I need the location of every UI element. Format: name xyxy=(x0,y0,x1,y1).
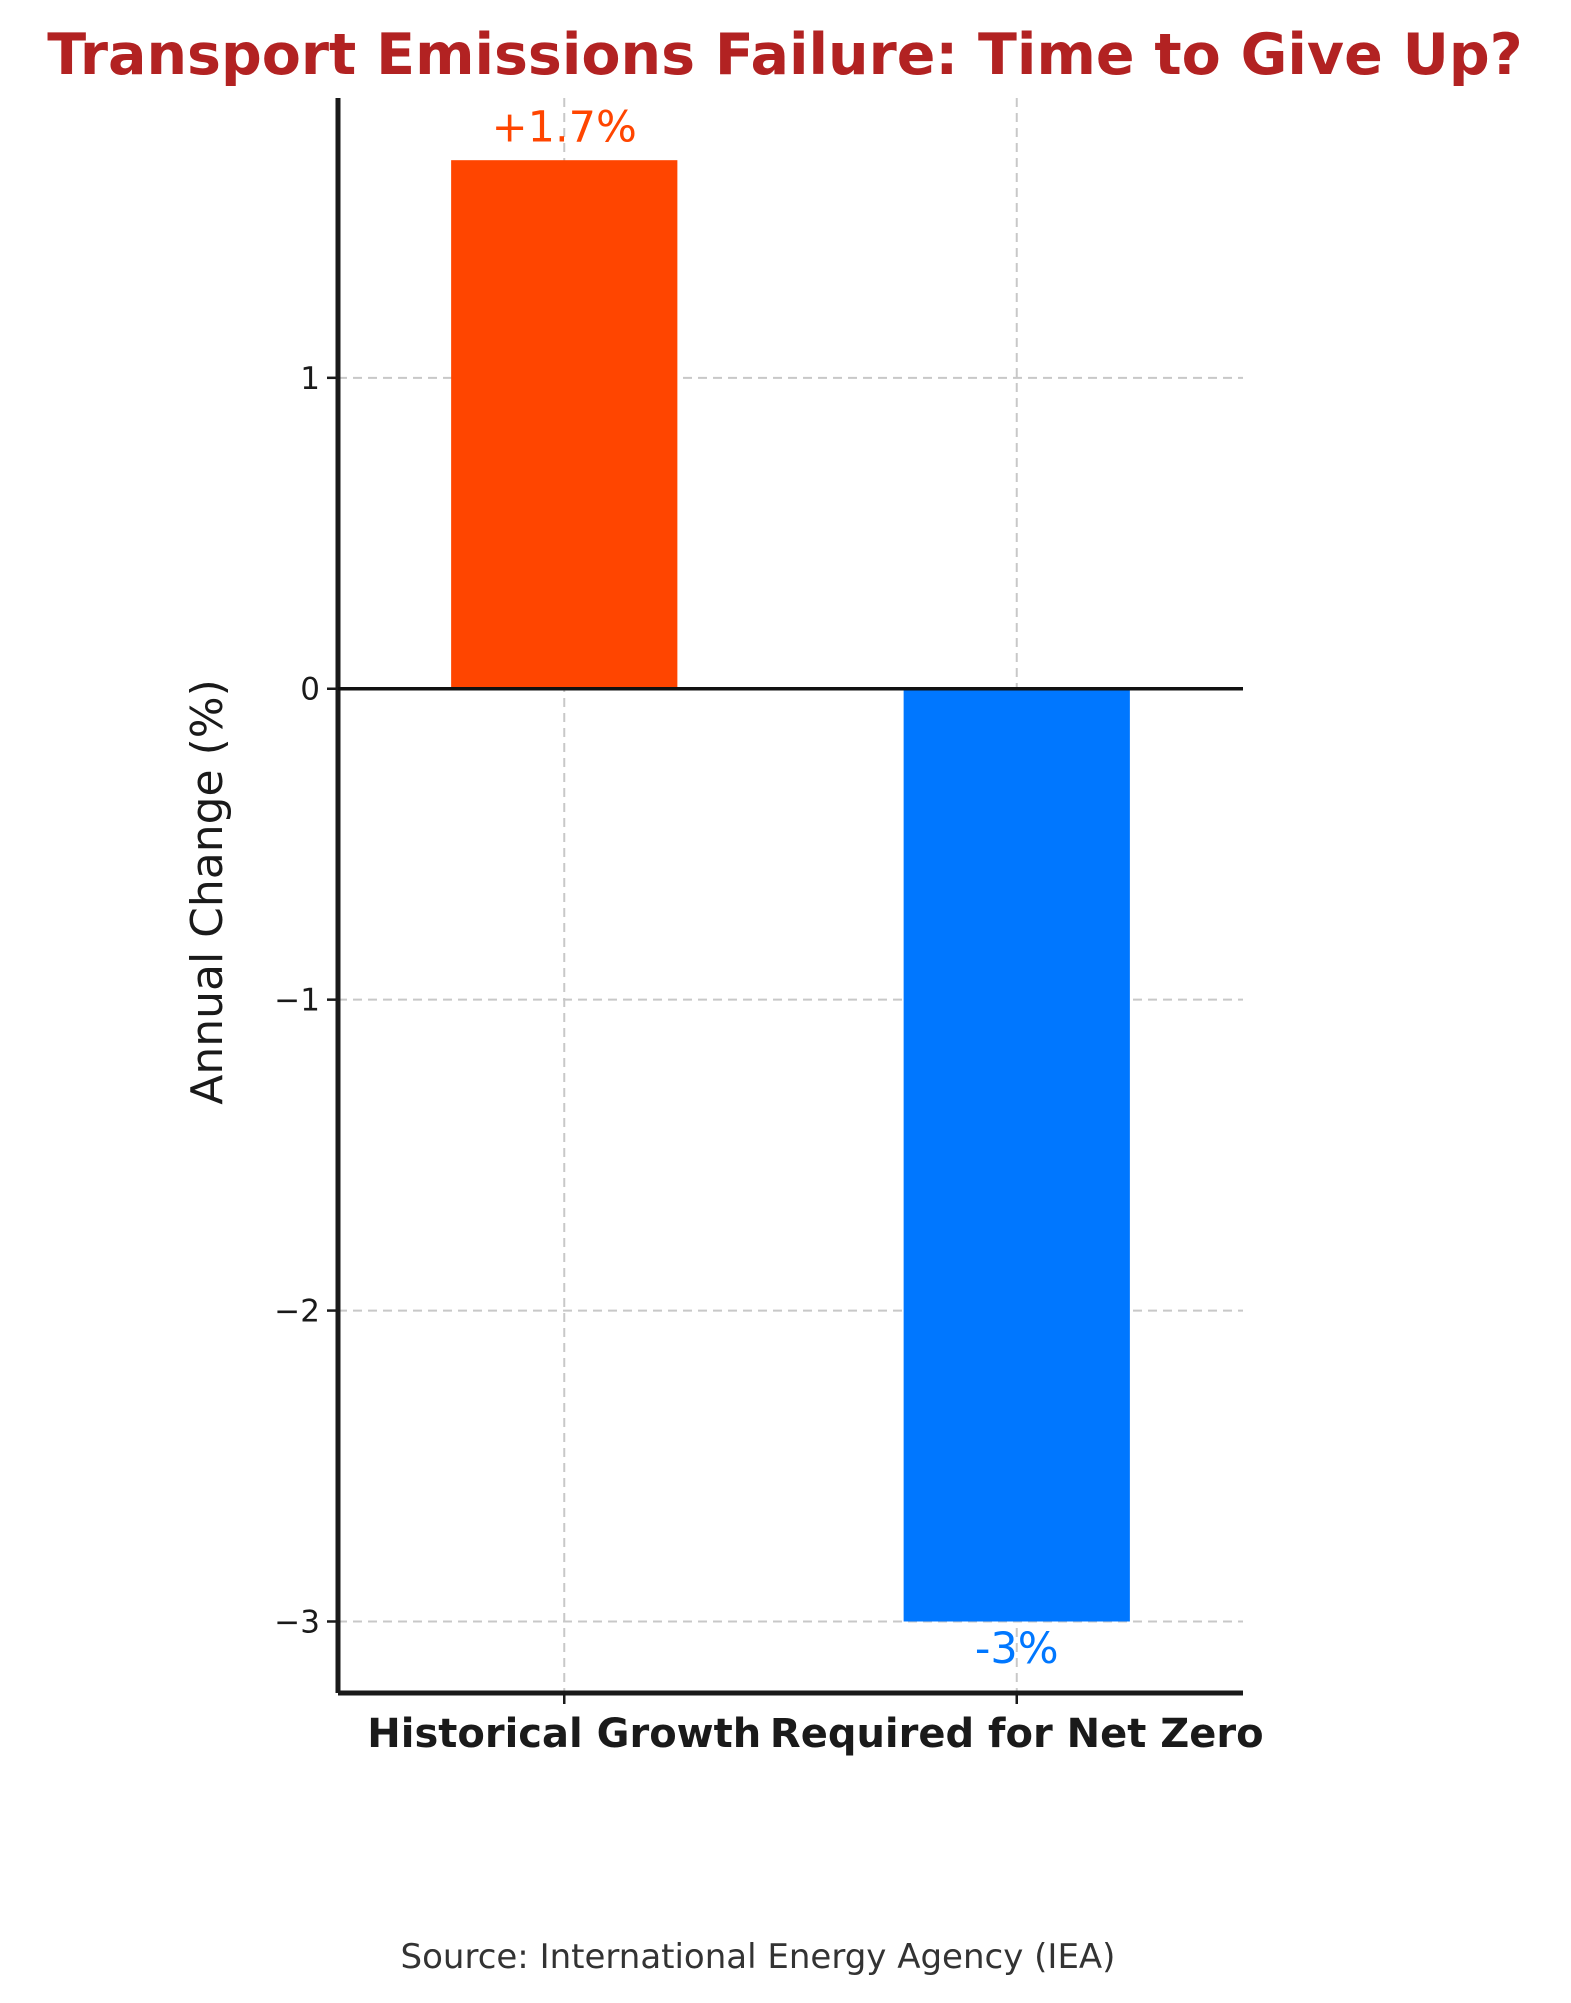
x-tick-label: Required for Net Zero xyxy=(770,1711,1264,1757)
data-label-2: -3% xyxy=(975,1624,1059,1674)
bars xyxy=(451,160,1130,1622)
bar-2 xyxy=(903,688,1130,1622)
chart-title: Transport Emissions Failure: Time to Giv… xyxy=(47,22,1522,88)
x-tick-label: Historical Growth xyxy=(367,1711,761,1757)
y-tick-label: −2 xyxy=(274,1294,320,1330)
axes xyxy=(335,98,1243,1696)
y-tick-label: −1 xyxy=(274,983,320,1019)
y-axis-label: Annual Change (%) xyxy=(182,679,233,1105)
y-tick-label: 1 xyxy=(300,361,320,397)
y-tick-label: 0 xyxy=(300,672,320,708)
source-note: Source: International Energy Agency (IEA… xyxy=(401,1937,1116,1977)
bar-1 xyxy=(451,160,678,689)
y-ticks: 1 0 −1 −2 −3 xyxy=(274,361,338,1640)
data-labels: +1.7% -3% xyxy=(492,103,1059,1674)
y-tick-label: −3 xyxy=(274,1604,320,1640)
data-label-1: +1.7% xyxy=(492,103,637,153)
x-ticks: Historical Growth Required for Net Zero xyxy=(367,1693,1264,1757)
